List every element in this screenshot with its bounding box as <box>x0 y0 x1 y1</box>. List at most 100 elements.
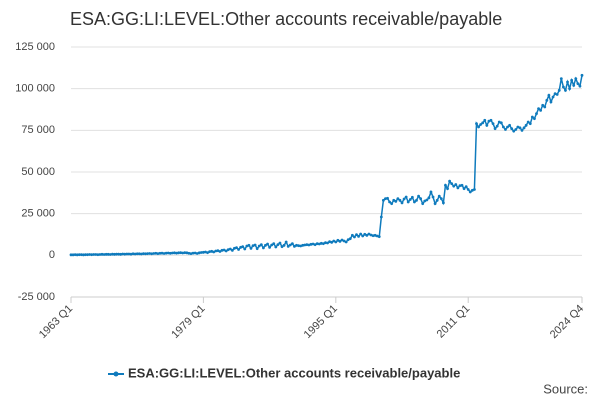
point <box>127 252 131 256</box>
point <box>448 179 451 183</box>
point <box>297 244 300 248</box>
point <box>464 185 468 189</box>
y-tick-label: 100 000 <box>15 83 55 95</box>
point <box>439 197 443 201</box>
point <box>222 248 226 252</box>
point <box>468 190 472 194</box>
point <box>137 252 141 256</box>
point <box>475 122 478 126</box>
point <box>146 252 149 256</box>
point <box>332 239 336 243</box>
point <box>214 249 218 253</box>
y-tick-label: 125 000 <box>15 41 55 53</box>
point <box>526 120 530 124</box>
point <box>150 252 154 256</box>
point <box>371 234 375 238</box>
point <box>106 252 110 256</box>
point <box>408 198 412 201</box>
point <box>309 242 313 246</box>
point <box>113 252 116 256</box>
point <box>179 251 183 255</box>
point <box>357 234 360 238</box>
point <box>104 252 108 256</box>
point <box>206 251 209 255</box>
point <box>512 129 516 133</box>
point <box>479 123 483 126</box>
point <box>235 246 238 250</box>
series-line <box>71 75 583 256</box>
point <box>334 240 338 244</box>
point <box>495 124 499 128</box>
point <box>164 251 168 255</box>
point <box>330 240 334 244</box>
point <box>417 194 420 198</box>
y-tick-label: 25 000 <box>21 208 55 220</box>
y-tick-label: 50 000 <box>21 166 55 178</box>
point <box>237 248 240 251</box>
point <box>541 103 545 107</box>
point <box>129 252 133 256</box>
point <box>537 107 540 111</box>
point <box>404 195 408 199</box>
point <box>69 253 73 257</box>
point <box>278 241 282 245</box>
point <box>394 199 398 203</box>
point <box>82 253 85 257</box>
point <box>303 243 307 247</box>
point <box>125 252 129 256</box>
point <box>338 239 342 243</box>
point <box>524 123 528 127</box>
point <box>522 126 526 130</box>
point <box>121 252 125 256</box>
point <box>508 123 511 127</box>
point <box>568 87 571 91</box>
point <box>247 243 251 247</box>
point <box>473 188 476 191</box>
point <box>557 88 561 92</box>
point <box>435 198 439 202</box>
point <box>243 247 247 251</box>
x-tick-label: 1979 Q1 <box>169 303 207 341</box>
y-tick-label: 0 <box>49 249 55 261</box>
point <box>158 251 162 255</box>
x-tick-label: 1995 Q1 <box>302 303 340 341</box>
point <box>346 238 350 242</box>
point <box>444 183 447 187</box>
point <box>530 115 534 119</box>
point <box>100 252 104 256</box>
point <box>580 73 584 77</box>
point <box>433 202 437 206</box>
point <box>224 249 228 253</box>
point <box>108 253 112 256</box>
y-tick-label: 75 000 <box>21 124 55 136</box>
point <box>361 234 365 238</box>
point <box>363 232 367 236</box>
point <box>96 253 100 257</box>
point <box>154 251 158 255</box>
point <box>152 252 156 255</box>
point <box>454 183 458 186</box>
point <box>88 253 92 256</box>
point <box>452 184 456 188</box>
point <box>305 243 309 247</box>
point <box>199 251 203 254</box>
point <box>489 118 493 122</box>
point <box>175 251 178 255</box>
point <box>257 244 261 248</box>
point <box>228 247 232 251</box>
point <box>73 253 77 257</box>
point <box>133 252 137 256</box>
point <box>450 182 454 186</box>
point <box>481 121 485 125</box>
point <box>274 245 278 249</box>
point <box>208 250 212 254</box>
legend-label: ESA:GG:LI:LEVEL:Other accounts receivabl… <box>128 365 460 380</box>
point <box>406 200 410 204</box>
point <box>466 188 470 191</box>
point <box>514 128 518 131</box>
point <box>86 253 89 257</box>
point <box>574 77 578 81</box>
point <box>572 83 576 87</box>
point <box>266 242 269 246</box>
